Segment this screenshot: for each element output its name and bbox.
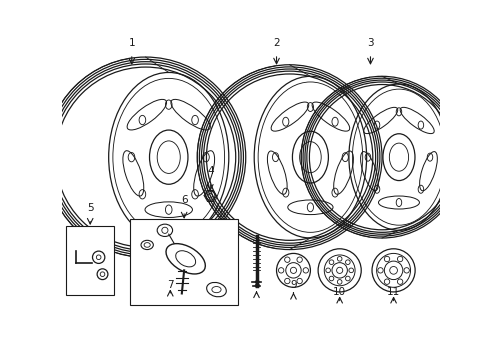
Bar — [66, 226, 114, 295]
Text: 8: 8 — [253, 280, 260, 289]
Text: 3: 3 — [367, 38, 374, 48]
Text: 1: 1 — [128, 38, 135, 48]
Text: 2: 2 — [273, 38, 280, 48]
Text: 4: 4 — [207, 166, 214, 176]
Text: 6: 6 — [181, 195, 188, 205]
Text: 10: 10 — [333, 287, 346, 297]
Text: 7: 7 — [167, 280, 173, 289]
Text: 5: 5 — [87, 203, 94, 213]
Text: 9: 9 — [290, 280, 297, 289]
Bar — [130, 219, 238, 305]
Text: 11: 11 — [387, 287, 400, 297]
